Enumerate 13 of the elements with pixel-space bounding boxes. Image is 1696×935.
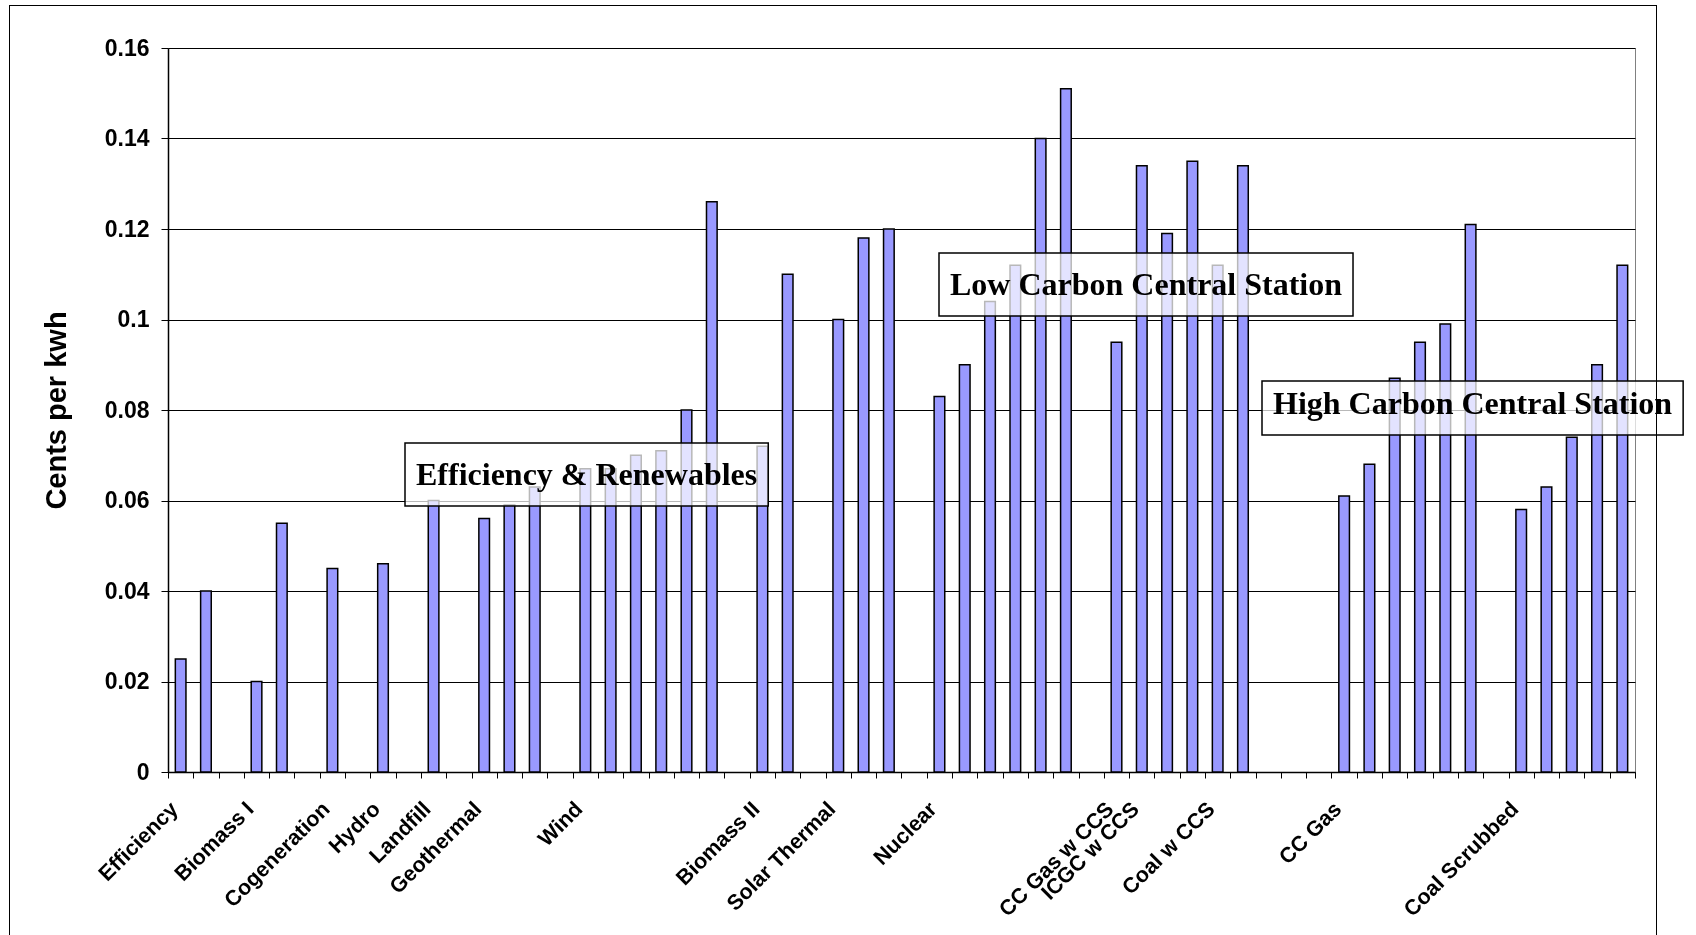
annotation: Efficiency & Renewables xyxy=(416,456,758,492)
y-tick-label: 0.06 xyxy=(104,487,150,513)
y-tick-label: 0.04 xyxy=(104,577,150,604)
y-tick-label: 0.16 xyxy=(104,34,150,61)
y-tick-label: 0.08 xyxy=(104,396,150,423)
y-tick-label: 0.1 xyxy=(117,306,150,332)
y-tick-label: 0.12 xyxy=(104,215,150,242)
x-tick-label: CC Gas xyxy=(1274,797,1347,869)
y-tick-label: 0.02 xyxy=(104,668,150,694)
annotation: Low Carbon Central Station xyxy=(950,266,1343,302)
y-tick-label: 0 xyxy=(136,758,150,785)
y-tick-label: 0.14 xyxy=(104,125,150,151)
y-axis-title: Cents per kwh xyxy=(39,311,72,510)
